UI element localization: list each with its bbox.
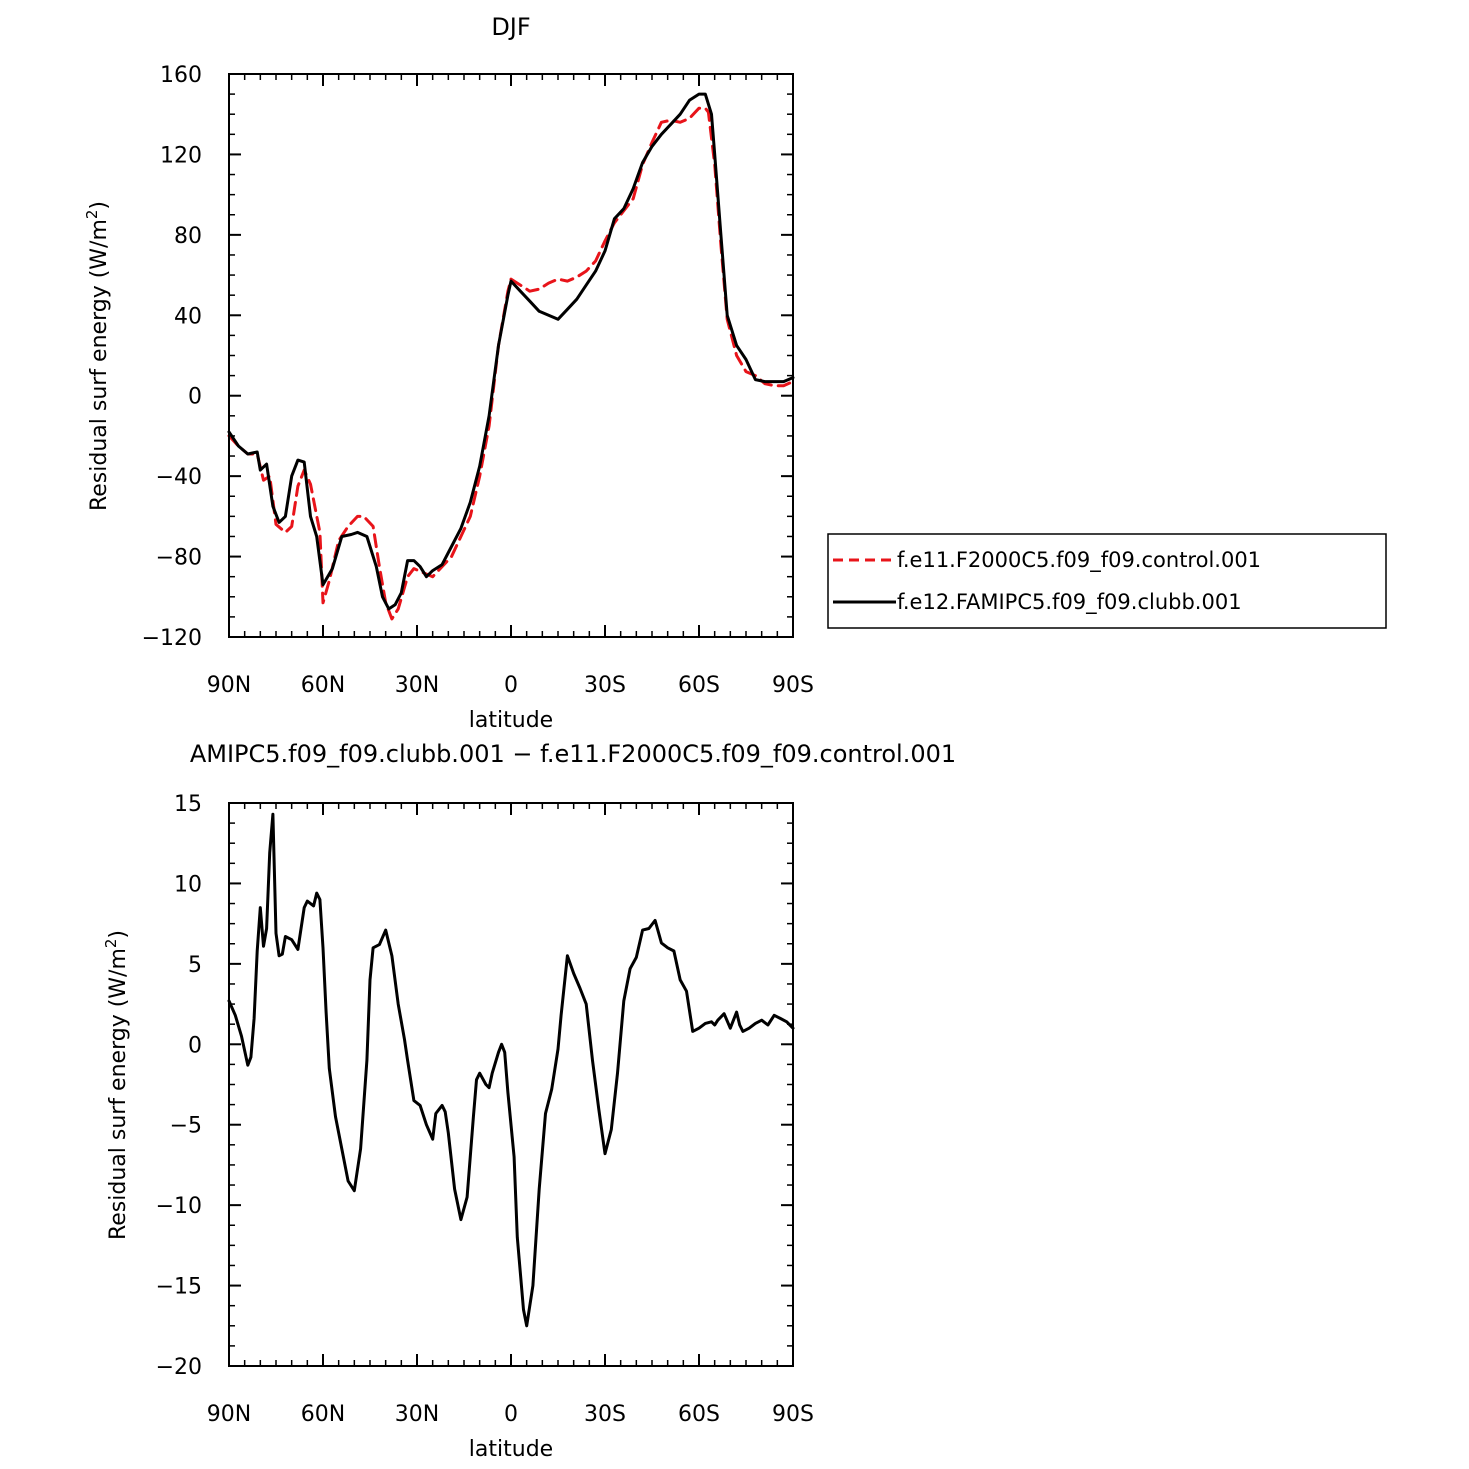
bottom-panel-frame bbox=[228, 802, 794, 1367]
x-tick-label: 90N bbox=[207, 1402, 251, 1427]
x-tick-label: 30N bbox=[395, 673, 439, 698]
legend: f.e11.F2000C5.f09_f09.control.001 f.e12.… bbox=[827, 533, 1387, 629]
x-tick-label: 0 bbox=[504, 1402, 518, 1427]
legend-box bbox=[827, 533, 1387, 629]
top-panel-ticks: 90N 60N 30N 0 30S 60S 90S −120 −80 −40 0 40 80 120 160 bbox=[142, 63, 814, 698]
top-panel-series bbox=[227, 92, 795, 621]
bottom-panel-xlabel: latitude bbox=[469, 1437, 553, 1462]
y-tick-label: 160 bbox=[160, 63, 202, 88]
top-panel-series-line-control bbox=[227, 106, 795, 621]
y-tick-label: −5 bbox=[170, 1114, 202, 1139]
y-tick-label: 0 bbox=[188, 1033, 202, 1058]
top-panel-ylabel-sup: 2 bbox=[83, 210, 101, 220]
top-panel-frame bbox=[228, 73, 794, 638]
y-tick-label: −80 bbox=[156, 546, 202, 571]
x-tick-label: 60N bbox=[301, 673, 345, 698]
bottom-panel-ylabel-main: Residual surf energy (W/m bbox=[106, 948, 131, 1240]
top-panel-ylabel-tail: ) bbox=[87, 201, 112, 210]
y-tick-label: −20 bbox=[156, 1355, 202, 1380]
x-tick-label: 90N bbox=[207, 673, 251, 698]
legend-label-control: f.e11.F2000C5.f09_f09.control.001 bbox=[897, 548, 1261, 573]
x-tick-label: 60S bbox=[678, 1402, 720, 1427]
y-tick-label: −10 bbox=[156, 1194, 202, 1219]
x-tick-label: 90S bbox=[772, 1402, 814, 1427]
y-tick-label: 10 bbox=[174, 872, 202, 897]
bottom-panel-ylabel: Residual surf energy (W/m2) bbox=[102, 930, 131, 1240]
y-tick-label: −15 bbox=[156, 1275, 202, 1300]
bottom-panel-ylabel-tail: ) bbox=[106, 930, 131, 939]
bottom-panel-series bbox=[227, 812, 795, 1328]
y-tick-label: −40 bbox=[156, 465, 202, 490]
x-tick-label: 30S bbox=[584, 673, 626, 698]
top-panel-ylabel-main: Residual surf energy (W/m bbox=[87, 219, 112, 511]
x-tick-label: 0 bbox=[504, 673, 518, 698]
x-tick-label: 60S bbox=[678, 673, 720, 698]
y-tick-label: 80 bbox=[174, 224, 202, 249]
y-tick-label: 0 bbox=[188, 385, 202, 410]
x-tick-label: 30S bbox=[584, 1402, 626, 1427]
bottom-panel-title: AMIPC5.f09_f09.clubb.001 − f.e11.F2000C5… bbox=[190, 740, 956, 768]
x-tick-label: 30N bbox=[395, 1402, 439, 1427]
bottom-panel-ylabel-sup: 2 bbox=[102, 939, 120, 949]
y-tick-label: 15 bbox=[174, 792, 202, 817]
y-tick-label: −120 bbox=[142, 626, 202, 651]
top-panel-ylabel: Residual surf energy (W/m2) bbox=[83, 201, 112, 511]
bottom-panel-ticks: 90N 60N 30N 0 30S 60S 90S −20 −15 −10 −5 0 5 10 15 bbox=[156, 792, 814, 1427]
top-panel-series-line-clubb bbox=[227, 92, 795, 611]
y-tick-label: 40 bbox=[174, 304, 202, 329]
y-tick-label: 120 bbox=[160, 143, 202, 168]
bottom-panel: AMIPC5.f09_f09.clubb.001 − f.e11.F2000C5… bbox=[102, 740, 956, 1462]
legend-label-clubb: f.e12.FAMIPC5.f09_f09.clubb.001 bbox=[897, 590, 1242, 615]
top-panel-xlabel: latitude bbox=[469, 708, 553, 733]
top-panel: DJF 90N 60N 30N 0 30S 60S 90S −120 −80 −40 0 40 80 12… bbox=[83, 13, 814, 733]
x-tick-label: 90S bbox=[772, 673, 814, 698]
y-tick-label: 5 bbox=[188, 953, 202, 978]
top-panel-title: DJF bbox=[491, 13, 530, 41]
bottom-panel-series-line-clubb bbox=[227, 812, 795, 1328]
x-tick-label: 60N bbox=[301, 1402, 345, 1427]
